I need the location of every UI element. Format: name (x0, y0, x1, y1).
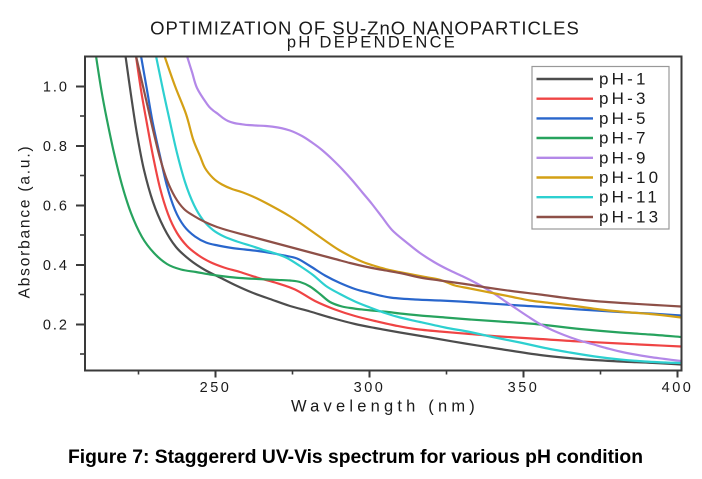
svg-text:pH DEPENDENCE: pH DEPENDENCE (287, 34, 457, 52)
svg-text:pH-5: pH-5 (599, 109, 649, 128)
svg-text:pH-3: pH-3 (599, 89, 649, 108)
svg-text:0.2: 0.2 (43, 318, 69, 334)
svg-text:pH-1: pH-1 (599, 70, 649, 89)
svg-text:pH-7: pH-7 (599, 129, 649, 148)
svg-text:pH-9: pH-9 (599, 148, 649, 167)
svg-text:0.4: 0.4 (43, 258, 69, 274)
svg-text:Wavelength (nm): Wavelength (nm) (291, 398, 479, 416)
svg-text:Absorbance (a.u.): Absorbance (a.u.) (17, 145, 34, 299)
svg-text:pH-10: pH-10 (599, 168, 661, 187)
svg-text:400: 400 (662, 380, 694, 396)
svg-text:Figure 7: Staggererd UV-Vis sp: Figure 7: Staggererd UV-Vis spectrum for… (68, 447, 643, 468)
svg-text:250: 250 (200, 380, 232, 396)
svg-text:350: 350 (508, 380, 540, 396)
svg-text:0.6: 0.6 (43, 199, 69, 215)
svg-text:300: 300 (354, 380, 386, 396)
svg-text:OPTIMIZATION OF SU-ZnO NANOPAR: OPTIMIZATION OF SU-ZnO NANOPARTICLES (150, 18, 580, 39)
svg-text:pH-11: pH-11 (599, 188, 660, 207)
svg-text:1.0: 1.0 (43, 80, 69, 96)
svg-text:0.8: 0.8 (43, 139, 69, 155)
svg-text:pH-13: pH-13 (599, 208, 661, 227)
